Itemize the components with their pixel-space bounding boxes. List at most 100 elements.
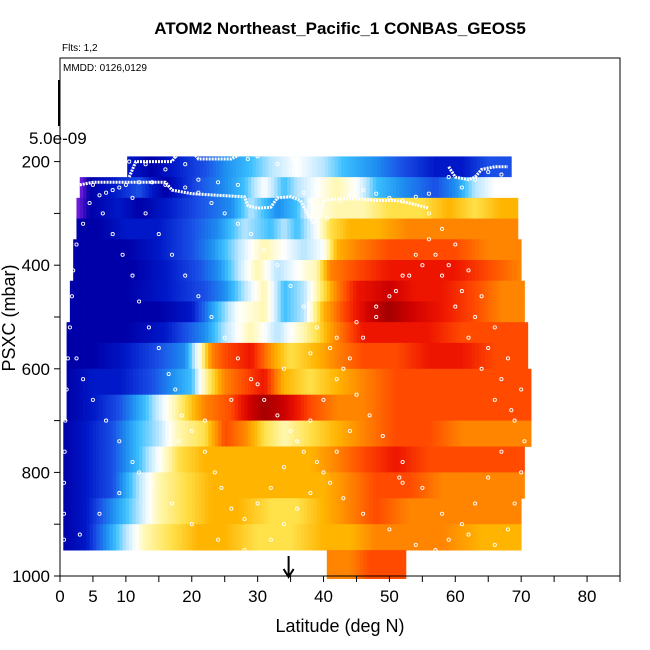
- heat-cell: [300, 322, 305, 344]
- heat-cell: [293, 342, 298, 370]
- heat-cell: [290, 472, 295, 499]
- heat-cell: [432, 177, 436, 199]
- heat-cell: [471, 301, 476, 323]
- sample-point: [62, 449, 67, 454]
- heat-cell: [254, 322, 259, 344]
- heat-cell: [188, 342, 193, 370]
- heat-cell: [244, 239, 249, 261]
- heat-cell: [379, 498, 384, 525]
- heat-cell: [499, 156, 504, 178]
- sample-point: [387, 294, 392, 299]
- heat-cell: [201, 218, 206, 240]
- heat-cell: [340, 322, 344, 344]
- heat-cell: [508, 420, 512, 447]
- heat-cell: [122, 218, 127, 240]
- heat-cell: [251, 420, 255, 447]
- heat-cell: [155, 472, 160, 499]
- heat-cell: [419, 322, 423, 344]
- heat-cell: [498, 301, 502, 323]
- heat-cell: [409, 498, 413, 525]
- heat-cell: [293, 260, 298, 282]
- heat-cell: [224, 446, 229, 473]
- heat-cell: [129, 394, 133, 421]
- sample-point: [407, 273, 412, 278]
- sample-point: [291, 167, 296, 172]
- heat-cell: [425, 260, 430, 282]
- heat-cell: [501, 368, 506, 396]
- heat-cell: [214, 197, 219, 219]
- heat-cell: [488, 280, 492, 302]
- heat-cell: [241, 472, 245, 499]
- heat-cell: [310, 280, 315, 302]
- heat-cell: [218, 218, 222, 240]
- heat-cell: [452, 239, 456, 261]
- heat-cell: [188, 368, 193, 396]
- heat-cell: [290, 446, 295, 473]
- heat-cell: [326, 498, 331, 525]
- heat-cell: [468, 322, 473, 344]
- sample-point: [473, 314, 478, 320]
- heat-cell: [178, 280, 183, 302]
- heat-cell: [89, 420, 94, 447]
- heat-cell: [376, 420, 380, 447]
- sample-point: [321, 470, 326, 475]
- heat-cell: [396, 301, 400, 323]
- sample-point: [163, 167, 168, 172]
- heat-cell: [359, 394, 364, 421]
- heat-cell: [228, 260, 232, 282]
- heat-cell: [122, 524, 127, 551]
- heat-cell: [241, 420, 245, 447]
- heat-cell: [135, 446, 140, 473]
- heat-cell: [425, 524, 430, 551]
- heat-cell: [363, 218, 367, 240]
- heat-cell: [300, 420, 305, 447]
- heat-cell: [73, 239, 77, 261]
- heat-cell: [135, 197, 140, 219]
- heat-cell: [422, 524, 427, 551]
- heat-cell: [514, 239, 519, 261]
- heat-cell: [340, 260, 344, 282]
- heat-cell: [285, 156, 290, 178]
- heat-cell: [389, 322, 394, 344]
- heat-cell: [372, 280, 377, 302]
- heat-cell: [303, 301, 308, 323]
- heat-cell: [96, 239, 100, 261]
- heat-cell: [471, 498, 476, 525]
- heat-cell: [211, 322, 216, 344]
- heat-cell: [241, 498, 245, 525]
- heat-cell: [313, 260, 318, 282]
- heat-cell: [260, 218, 265, 240]
- heat-cell: [211, 498, 216, 525]
- heat-cell: [152, 394, 156, 421]
- heat-cell: [340, 197, 344, 219]
- heat-cell: [481, 280, 486, 302]
- sample-point: [334, 449, 339, 454]
- heat-cell: [300, 342, 305, 370]
- heat-cell: [142, 342, 147, 370]
- heat-cell: [461, 260, 466, 282]
- heat-cell: [370, 156, 375, 178]
- sample-point: [137, 299, 142, 304]
- heat-cell: [244, 322, 249, 344]
- heat-cell: [452, 394, 456, 421]
- heat-cell: [399, 177, 403, 199]
- sample-point: [374, 191, 379, 196]
- heat-cell: [258, 156, 263, 178]
- heat-cell: [475, 368, 479, 396]
- heat-cell: [389, 177, 394, 199]
- heat-cell: [458, 301, 463, 323]
- heat-cell: [201, 239, 206, 261]
- heat-cell: [494, 342, 499, 370]
- heat-cell: [366, 197, 371, 219]
- heat-cell: [452, 368, 456, 396]
- heat-cell: [119, 301, 123, 323]
- heat-cell: [504, 218, 509, 240]
- heat-cell: [112, 260, 117, 282]
- heat-cell: [122, 420, 127, 447]
- heat-cell: [204, 197, 209, 219]
- heat-cell: [448, 394, 453, 421]
- heat-cell: [392, 446, 397, 473]
- heat-cell: [390, 156, 395, 178]
- sample-point: [324, 216, 329, 221]
- heat-cell: [471, 524, 476, 551]
